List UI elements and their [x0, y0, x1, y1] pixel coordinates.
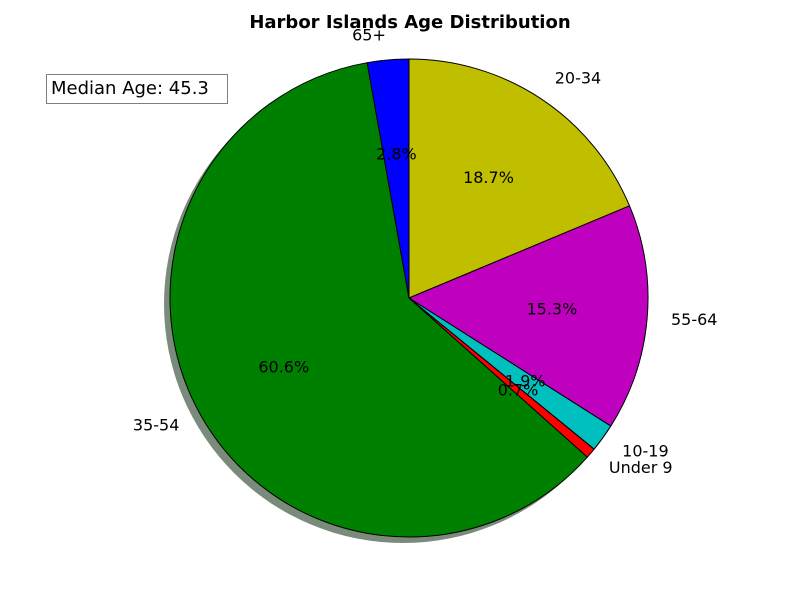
pie-slice-35-54 [169, 62, 588, 538]
median-age-annotation: Median Age: 45.3 [46, 74, 228, 104]
pie-slice-55-64 [408, 205, 649, 427]
pie-slices [169, 58, 649, 538]
pie-slice-65 [366, 58, 410, 299]
pct-label-10-19: 1.9% [505, 371, 546, 390]
pct-label-20-34: 18.7% [463, 168, 514, 187]
chart-title: Harbor Islands Age Distribution [249, 12, 570, 33]
slice-label-10-19: 10-19 [622, 441, 669, 460]
pct-label-35-54: 60.6% [258, 357, 309, 376]
pct-label-65: 2.8% [376, 145, 417, 164]
pie-slice-20-34 [408, 58, 631, 299]
slice-label-55-64: 55-64 [671, 310, 718, 329]
pct-label-55-64: 15.3% [526, 300, 577, 319]
pct-label-under-9: 0.7% [498, 381, 539, 400]
slice-label-35-54: 35-54 [133, 416, 180, 435]
pie-labels: 20-34 18.7% 55-64 15.3% 10-19 1.9% Under 9 0.7%… [133, 26, 718, 478]
slice-label-20-34: 20-34 [555, 69, 602, 88]
slice-label-65: 65+ [352, 26, 386, 45]
slice-label-under-9: Under 9 [609, 458, 673, 477]
